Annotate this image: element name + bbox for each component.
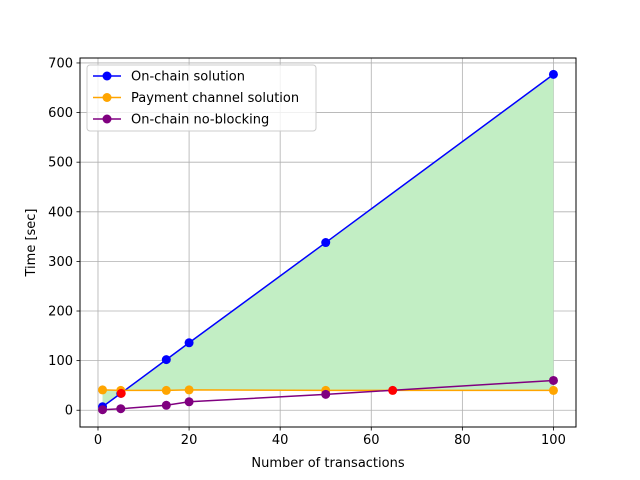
data-point: [321, 389, 331, 399]
data-point: [161, 385, 171, 395]
x-tick-label: 100: [541, 433, 566, 448]
data-point: [548, 385, 558, 395]
y-tick-label: 500: [48, 156, 73, 171]
series-on-chain-no-blocking: [98, 375, 558, 415]
x-tick-label: 20: [181, 433, 198, 448]
y-tick-label: 700: [48, 56, 73, 71]
y-tick-label: 300: [48, 255, 73, 270]
highlight-points-layer: [116, 385, 398, 398]
data-point: [548, 69, 558, 79]
x-tick-label: 80: [454, 433, 471, 448]
legend-box: [86, 64, 317, 132]
legend-label: Payment channel solution: [131, 91, 299, 106]
data-point: [98, 385, 108, 395]
legend-label: On-chain solution: [131, 70, 245, 85]
x-axis-label: Number of transactions: [251, 456, 404, 471]
data-point: [98, 405, 108, 415]
highlight-point: [116, 388, 126, 398]
highlight-point: [388, 385, 398, 395]
y-tick-label: 400: [48, 205, 73, 220]
data-point: [116, 404, 126, 414]
y-tick-label: 0: [65, 404, 73, 419]
x-tick-label: 40: [272, 433, 289, 448]
x-tick-label: 0: [94, 433, 102, 448]
data-point: [321, 238, 331, 248]
legend-swatch-marker: [102, 71, 112, 81]
x-tick-label: 60: [363, 433, 380, 448]
legend-swatch-marker: [102, 114, 112, 124]
y-tick-label: 200: [48, 305, 73, 320]
y-tick-label: 600: [48, 106, 73, 121]
legend-swatch-marker: [102, 93, 112, 102]
data-point: [184, 338, 194, 348]
legend-label: On-chain no-blocking: [131, 113, 269, 128]
data-point: [184, 397, 194, 407]
data-point: [184, 385, 194, 395]
data-point: [161, 355, 171, 365]
legend: On-chain solution Payment channel solutio…: [86, 64, 317, 132]
data-point: [548, 375, 558, 385]
y-tick-label: 100: [48, 354, 73, 369]
plot-frame: [79, 57, 577, 428]
data-point: [161, 400, 171, 410]
y-axis-label: Time [sec]: [24, 208, 39, 277]
ticks-layer: 0 20 40 60 80 100 0 100 200 300 400 500 600 700: [48, 56, 566, 448]
